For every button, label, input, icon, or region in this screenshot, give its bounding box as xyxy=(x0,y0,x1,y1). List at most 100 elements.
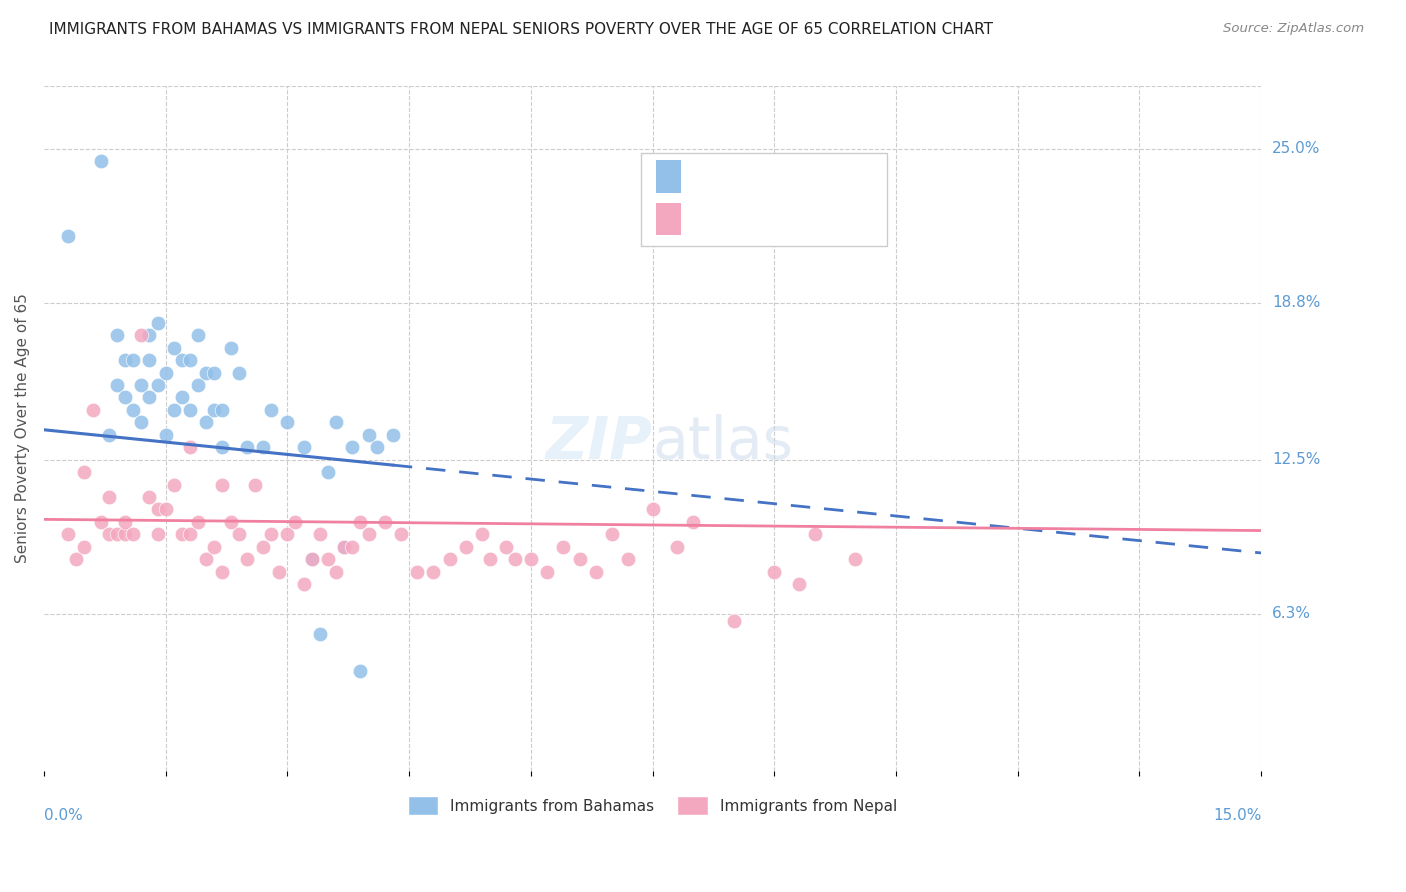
Point xyxy=(406,565,429,579)
Point xyxy=(211,565,233,579)
Point xyxy=(187,515,209,529)
Text: atlas: atlas xyxy=(652,414,793,471)
Point xyxy=(73,540,96,554)
Point xyxy=(155,366,177,380)
Point xyxy=(97,427,120,442)
Point xyxy=(179,353,201,368)
Point xyxy=(389,527,412,541)
Point xyxy=(228,527,250,541)
Point xyxy=(219,341,242,355)
Point xyxy=(269,565,291,579)
Text: 25.0%: 25.0% xyxy=(1272,141,1320,156)
Point xyxy=(90,154,112,169)
Text: 12.5%: 12.5% xyxy=(1272,452,1320,467)
Point xyxy=(146,378,169,392)
Text: IMMIGRANTS FROM BAHAMAS VS IMMIGRANTS FROM NEPAL SENIORS POVERTY OVER THE AGE OF: IMMIGRANTS FROM BAHAMAS VS IMMIGRANTS FR… xyxy=(49,22,993,37)
Point xyxy=(129,378,152,392)
Text: 49: 49 xyxy=(799,169,820,184)
Point xyxy=(170,527,193,541)
Point xyxy=(471,527,494,541)
Text: 6.3%: 6.3% xyxy=(1272,607,1312,622)
Point xyxy=(503,552,526,566)
Text: 15.0%: 15.0% xyxy=(1213,808,1261,823)
Point xyxy=(138,391,160,405)
Text: 0.0%: 0.0% xyxy=(44,808,83,823)
Point xyxy=(211,402,233,417)
Text: 18.8%: 18.8% xyxy=(1272,295,1320,310)
Point xyxy=(665,540,688,554)
Point xyxy=(105,527,128,541)
Point xyxy=(357,527,380,541)
Point xyxy=(276,415,298,429)
Point xyxy=(236,552,259,566)
Point xyxy=(228,366,250,380)
Point xyxy=(252,440,274,454)
Point xyxy=(170,391,193,405)
Point xyxy=(179,440,201,454)
Point xyxy=(73,465,96,479)
Point xyxy=(195,415,218,429)
Point xyxy=(349,515,371,529)
Point xyxy=(65,552,87,566)
Point xyxy=(342,540,364,554)
Text: R =: R = xyxy=(689,169,723,184)
Point xyxy=(170,353,193,368)
Point xyxy=(163,402,186,417)
Point xyxy=(202,540,225,554)
Point xyxy=(301,552,323,566)
Point xyxy=(114,527,136,541)
Point xyxy=(585,565,607,579)
Text: N =: N = xyxy=(766,212,815,227)
Point xyxy=(804,527,827,541)
Point xyxy=(381,427,404,442)
Point xyxy=(260,402,283,417)
Legend: Immigrants from Bahamas, Immigrants from Nepal: Immigrants from Bahamas, Immigrants from… xyxy=(402,790,904,822)
Point xyxy=(333,540,356,554)
Point xyxy=(90,515,112,529)
Point xyxy=(479,552,502,566)
Point xyxy=(292,577,315,591)
Text: N =: N = xyxy=(766,169,815,184)
Point xyxy=(179,527,201,541)
Point xyxy=(138,353,160,368)
Point xyxy=(252,540,274,554)
Point xyxy=(333,540,356,554)
Point xyxy=(284,515,307,529)
Point xyxy=(97,490,120,504)
Point xyxy=(844,552,866,566)
Point xyxy=(316,465,339,479)
Text: ZIP: ZIP xyxy=(546,414,652,471)
Point xyxy=(202,366,225,380)
Text: -0.005: -0.005 xyxy=(714,212,769,227)
Point xyxy=(202,402,225,417)
Point xyxy=(163,477,186,491)
Point xyxy=(114,515,136,529)
Point xyxy=(454,540,477,554)
Point xyxy=(276,527,298,541)
Point xyxy=(146,316,169,330)
Point xyxy=(292,440,315,454)
Point xyxy=(122,402,145,417)
Y-axis label: Seniors Poverty Over the Age of 65: Seniors Poverty Over the Age of 65 xyxy=(15,293,30,564)
Point xyxy=(260,527,283,541)
Point xyxy=(146,502,169,516)
Point xyxy=(787,577,810,591)
Point xyxy=(122,527,145,541)
Point xyxy=(138,490,160,504)
Point xyxy=(219,515,242,529)
Point xyxy=(366,440,388,454)
Point xyxy=(349,664,371,678)
Point xyxy=(82,402,104,417)
Point xyxy=(195,552,218,566)
Point xyxy=(105,328,128,343)
Text: Source: ZipAtlas.com: Source: ZipAtlas.com xyxy=(1223,22,1364,36)
Point xyxy=(301,552,323,566)
Point xyxy=(439,552,461,566)
Point xyxy=(58,527,80,541)
Point xyxy=(682,515,704,529)
Point xyxy=(187,328,209,343)
Point xyxy=(568,552,591,566)
Point xyxy=(308,627,330,641)
Point xyxy=(374,515,396,529)
Point xyxy=(495,540,517,554)
